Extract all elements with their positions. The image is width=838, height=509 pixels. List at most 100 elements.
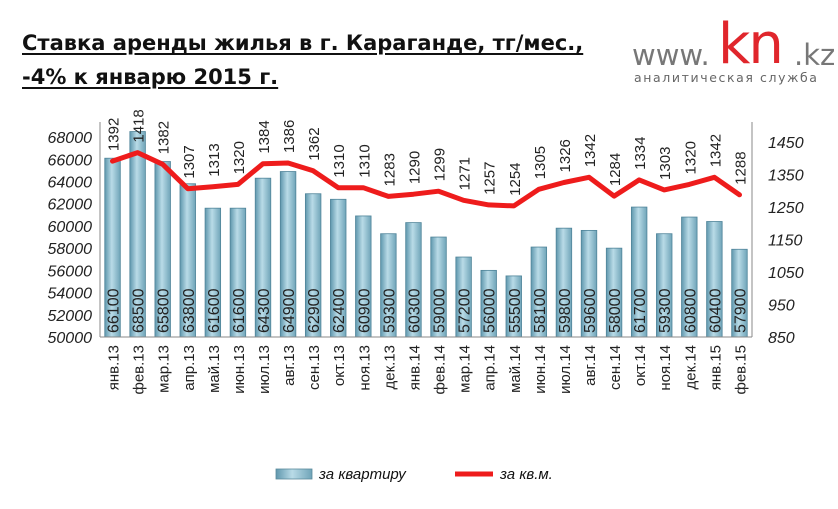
right-tick-label: 1450: [768, 135, 804, 152]
x-tick-label: апр.13: [181, 345, 198, 391]
line-value-label: 1326: [557, 139, 574, 172]
bar-value-label: 60900: [356, 288, 373, 333]
bar-value-label: 58000: [607, 288, 624, 333]
legend: за квартиру за кв.м.: [275, 466, 553, 483]
kn-logo: www. kn .kz аналитическая служба: [632, 10, 836, 90]
x-tick-label: окт.13: [331, 345, 348, 386]
x-tick-label: янв.14: [406, 345, 423, 390]
line-value-label: 1299: [432, 148, 449, 181]
line-value-label: 1386: [281, 120, 298, 153]
bar-value-label: 56000: [482, 288, 499, 333]
x-axis: янв.13 фев.13 мар.13 апр.13 май.13 июн.13 июл.…: [100, 336, 752, 395]
x-tick-label: июн.13: [231, 345, 248, 394]
left-tick-label: 62000: [48, 197, 93, 214]
left-tick-label: 52000: [48, 308, 93, 325]
x-tick-label: мар.13: [156, 345, 173, 393]
bar-value-label: 60800: [682, 288, 699, 333]
x-tick-label: июл.14: [557, 345, 574, 394]
line-value-label: 1382: [156, 121, 173, 154]
x-tick-label: май.13: [206, 345, 223, 393]
line-value-label: 1342: [707, 134, 724, 167]
left-tick-label: 66000: [48, 152, 93, 169]
bar-value-label: 68500: [131, 288, 148, 333]
line-value-label: 1284: [607, 153, 624, 186]
title-line-1: Ставка аренды жилья в г. Караганде, тг/м…: [22, 31, 584, 55]
right-tick-label: 1250: [768, 200, 804, 217]
logo-subtitle: аналитическая служба: [634, 70, 819, 85]
bar-value-label: 58100: [532, 288, 549, 333]
bar-value-label: 63800: [181, 288, 198, 333]
bar-value-label: 61600: [206, 288, 223, 333]
x-tick-label: авг.13: [281, 345, 298, 386]
line-value-label: 1342: [582, 134, 599, 167]
right-tick-label: 1150: [768, 233, 803, 250]
x-tick-label: июл.13: [256, 345, 273, 394]
bar-value-label: 64300: [256, 288, 273, 333]
x-tick-label: май.14: [507, 345, 524, 393]
bar-value-label: 60400: [707, 288, 724, 333]
bar-value-label: 59300: [381, 288, 398, 333]
line-value-label: 1392: [106, 118, 123, 151]
line-value-label: 1418: [131, 109, 148, 142]
x-tick-label: окт.14: [632, 345, 649, 386]
right-tick-label: 1350: [768, 168, 804, 185]
left-tick-label: 68000: [48, 130, 93, 147]
line-value-label: 1254: [507, 162, 524, 195]
line-value-label: 1307: [181, 145, 198, 178]
legend-line-label: за кв.м.: [499, 466, 553, 483]
x-tick-label: дек.13: [381, 345, 398, 390]
left-tick-label: 56000: [48, 263, 93, 280]
line-value-label: 1384: [256, 120, 273, 153]
left-tick-label: 54000: [48, 286, 93, 303]
price-per-sqm-line: [110, 150, 742, 209]
line-value-label: 1271: [457, 157, 474, 190]
x-tick-label: янв.15: [707, 345, 724, 390]
x-tick-label: мар.14: [457, 345, 474, 393]
x-tick-label: янв.13: [106, 345, 123, 390]
x-tick-label: фев.14: [432, 345, 449, 395]
left-tick-label: 50000: [48, 330, 93, 347]
left-tick-label: 58000: [48, 241, 93, 258]
right-axis: 850 950 1050 1150 1250 1350 1450: [751, 122, 804, 347]
title-line-2: -4% к январю 2015 г.: [22, 65, 279, 89]
x-tick-label: ноя.14: [657, 345, 674, 391]
logo-www: www.: [632, 38, 710, 72]
bar-value-label: 57200: [457, 288, 474, 333]
bar-value-label: 62400: [331, 288, 348, 333]
bar-value-label: 61700: [632, 288, 649, 333]
line-value-label: 1257: [482, 162, 499, 195]
chart-title: Ставка аренды жилья в г. Караганде, тг/м…: [22, 26, 583, 94]
bar-value-label: 57900: [732, 288, 749, 333]
line-value-label: 1334: [632, 137, 649, 170]
bar-value-label: 66100: [106, 288, 123, 333]
left-tick-label: 64000: [48, 175, 93, 192]
line-value-label: 1303: [657, 147, 674, 180]
line-value-label: 1305: [532, 146, 549, 179]
x-tick-label: дек.14: [682, 345, 699, 390]
x-tick-label: фев.15: [732, 345, 749, 395]
line-value-label: 1310: [331, 144, 348, 177]
line-value-label: 1283: [381, 153, 398, 186]
left-tick-label: 60000: [48, 219, 93, 236]
right-tick-label: 850: [768, 330, 795, 347]
bar-value-label: 59300: [657, 288, 674, 333]
bar-value-labels: 66100 68500 65800 63800 61600 61600 64300 64900…: [106, 288, 750, 333]
x-tick-label: сен.14: [607, 345, 624, 390]
bar-value-label: 59800: [557, 288, 574, 333]
legend-bar-swatch: [275, 468, 313, 480]
line-value-label: 1320: [231, 141, 248, 174]
line-value-label: 1320: [682, 141, 699, 174]
line-value-labels: 1392 1418 1382 1307 1313 1320 1384 1386 1362 1310…: [106, 109, 750, 196]
bar-value-label: 64900: [281, 288, 298, 333]
bar-value-label: 59600: [582, 288, 599, 333]
bar-value-label: 59000: [432, 288, 449, 333]
logo-kz: .kz: [794, 38, 836, 72]
right-tick-label: 1050: [768, 265, 804, 282]
x-tick-label: авг.14: [582, 345, 599, 386]
line-value-label: 1362: [306, 127, 323, 160]
left-axis: 50000 52000 54000 56000 58000 60000 62000 64000…: [48, 122, 101, 347]
line-value-label: 1288: [732, 151, 749, 184]
line-value-label: 1290: [406, 151, 423, 184]
right-tick-label: 950: [768, 298, 795, 315]
